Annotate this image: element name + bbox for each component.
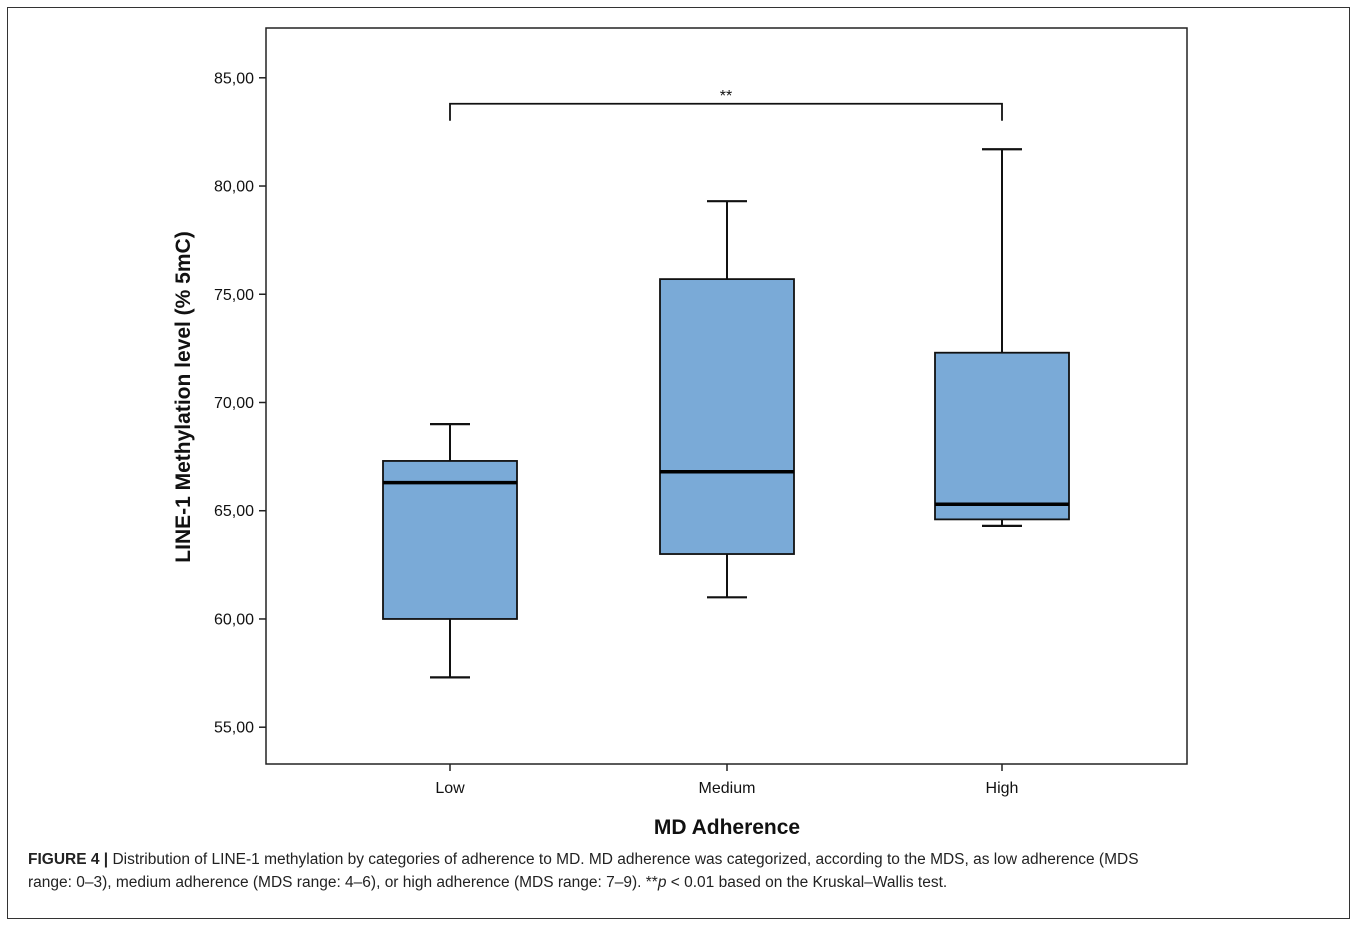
box-low (382, 423, 518, 679)
y-tick-label: 55,00 (214, 720, 254, 737)
caption-p-symbol: p (657, 874, 667, 891)
caption-line-2: range: 0–3), medium adherence (MDS range… (28, 871, 1328, 894)
x-axis-label: MD Adherence (654, 816, 800, 839)
box-high (934, 148, 1070, 527)
y-axis-label: LINE-1 Methylation level (% 5mC) (172, 231, 195, 562)
box-series (382, 148, 1070, 679)
bracket-line (449, 102, 1003, 121)
y-axis: 55,00 60,00 65,00 70,00 75,00 80,00 85,00 (214, 70, 266, 737)
y-tick-label: 70,00 (214, 395, 254, 412)
y-tick-label: 80,00 (214, 179, 254, 196)
caption-text-2a: range: 0–3), medium adherence (MDS range… (28, 874, 658, 891)
caption-text-2b: < 0.01 based on the Kruskal–Wallis test. (666, 874, 948, 891)
y-tick-label: 65,00 (214, 503, 254, 520)
iqr-box (659, 278, 795, 555)
significance-bracket: ** (449, 88, 1003, 121)
iqr-box (934, 351, 1070, 521)
caption-line-1: FIGURE 4 | Distribution of LINE-1 methyl… (28, 848, 1328, 871)
y-tick-label: 85,00 (214, 70, 254, 87)
caption-text-1: Distribution of LINE-1 methylation by ca… (108, 851, 1139, 868)
x-tick-label: Medium (699, 780, 756, 797)
significance-label: ** (720, 88, 732, 105)
figure-label: FIGURE 4 | (28, 851, 109, 868)
box-medium (659, 200, 795, 599)
y-tick-label: 75,00 (214, 287, 254, 304)
x-tick-label: Low (435, 780, 465, 797)
y-tick-label: 60,00 (214, 611, 254, 628)
x-tick-label: High (986, 780, 1019, 797)
figure-caption: FIGURE 4 | Distribution of LINE-1 methyl… (28, 848, 1328, 894)
iqr-box (382, 460, 518, 620)
x-axis: Low Medium High (435, 764, 1018, 797)
